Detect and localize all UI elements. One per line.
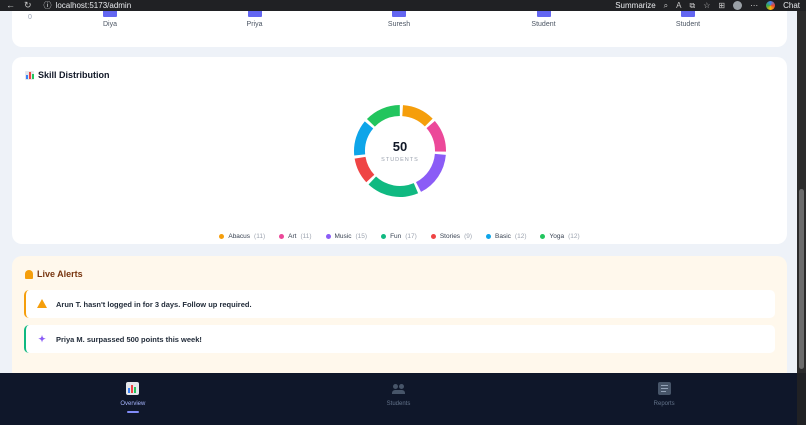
x-tick-label: Student xyxy=(675,21,701,28)
nav-item-reports[interactable]: Reports xyxy=(531,373,797,425)
legend-label: Abacus xyxy=(228,233,251,240)
x-tick-label: Priya xyxy=(246,21,263,28)
legend-item-stories: Stories (9) xyxy=(430,233,473,240)
url-text: localhost:5173/admin xyxy=(55,1,132,10)
legend-item-abacus: Abacus (11) xyxy=(219,233,265,240)
chart-icon xyxy=(126,382,140,395)
legend-item-art: Art (11) xyxy=(279,233,312,240)
copilot-icon[interactable] xyxy=(766,1,776,10)
skill-legend: Abacus (11) Art (11) Music (15) Fun (17) Stories… xyxy=(12,233,787,240)
chart-bar xyxy=(247,11,262,17)
legend-label: Basic xyxy=(495,233,511,240)
legend-label: Art xyxy=(288,233,297,240)
chart-bar xyxy=(536,11,551,17)
donut-segment-stories xyxy=(354,156,375,183)
donut-segment-fun xyxy=(368,176,419,197)
legend-dot xyxy=(381,234,387,239)
card-title-text: Skill Distribution xyxy=(38,70,110,80)
active-indicator xyxy=(126,411,139,413)
skill-distribution-title: Skill Distribution xyxy=(25,70,110,80)
legend-label: Music xyxy=(334,233,352,240)
more-icon[interactable]: ⋯ xyxy=(750,1,759,10)
student-points-card: 0 Diya Priya Suresh Student Student xyxy=(12,11,787,47)
legend-dot xyxy=(325,234,331,239)
profile-avatar[interactable] xyxy=(733,1,743,10)
refresh-icon[interactable]: ↻ xyxy=(24,0,32,10)
x-tick-label: Suresh xyxy=(387,21,411,28)
warning-icon xyxy=(36,298,48,310)
browser-toolbar: ← ↻ ⓘ localhost:5173/admin Summarize ⌕ A… xyxy=(0,0,806,11)
party-popper-icon: ✦ xyxy=(38,333,46,344)
donut-segment-art xyxy=(426,120,446,152)
document-icon xyxy=(657,382,671,395)
back-icon[interactable]: ← xyxy=(6,0,15,10)
legend-count: (12) xyxy=(568,233,580,240)
nav-item-overview[interactable]: Overview xyxy=(0,373,266,425)
scrollbar-thumb[interactable] xyxy=(799,189,804,369)
bell-icon xyxy=(25,269,33,279)
y-tick-zero: 0 xyxy=(28,14,32,21)
donut-center: 50 STUDENTS xyxy=(350,101,450,201)
alert-item[interactable]: ✦ Priya M. surpassed 500 points this wee… xyxy=(24,325,775,353)
live-alerts-card: Live Alerts Arun T. hasn't logged in for… xyxy=(12,256,787,373)
legend-label: Fun xyxy=(390,233,402,240)
bottom-navigation: Overview Students Reports xyxy=(0,373,797,425)
chart-bar xyxy=(103,11,117,17)
x-tick-label: Student xyxy=(531,21,556,28)
legend-count: (12) xyxy=(514,233,527,240)
window-edge xyxy=(797,373,806,425)
total-students-value: 50 xyxy=(392,139,408,154)
summarize-button[interactable]: Summarize xyxy=(615,1,656,10)
favorite-icon[interactable]: ☆ xyxy=(703,1,711,10)
page-scrollbar[interactable] xyxy=(797,11,806,373)
legend-item-music: Music (15) xyxy=(325,233,368,240)
legend-dot xyxy=(219,234,225,239)
legend-dot xyxy=(486,234,492,239)
page-viewport: 0 Diya Priya Suresh Student Student Skill Di… xyxy=(0,11,797,373)
zoom-icon[interactable]: ⌕ xyxy=(663,0,669,10)
bar-chart-icon xyxy=(25,70,34,80)
info-icon: ⓘ xyxy=(43,1,52,10)
chart-bar xyxy=(681,11,695,17)
alert-text: Arun T. hasn't logged in for 3 days. Fol… xyxy=(56,299,252,309)
live-alerts-title: Live Alerts xyxy=(25,269,83,279)
chart-bar xyxy=(392,11,406,17)
legend-count: (15) xyxy=(355,233,368,240)
skill-distribution-card: Skill Distribution 50 STUDENTS Abacus (11… xyxy=(12,57,787,244)
read-aloud-icon[interactable]: A xyxy=(676,1,682,10)
nav-label: Overview xyxy=(120,401,146,407)
nav-label: Students xyxy=(386,401,411,407)
extensions-icon[interactable]: ⧉ xyxy=(689,0,696,10)
legend-count: (17) xyxy=(405,233,417,240)
legend-count: (11) xyxy=(254,233,266,240)
skill-donut-chart xyxy=(354,105,446,197)
legend-item-basic: Basic (12) xyxy=(486,233,526,240)
legend-count: (11) xyxy=(300,233,312,240)
nav-item-students[interactable]: Students xyxy=(266,373,532,425)
legend-item-yoga: Yoga (12) xyxy=(540,233,580,240)
donut-segment-basic xyxy=(354,121,374,156)
legend-dot xyxy=(279,234,285,239)
address-bar[interactable]: ⓘ localhost:5173/admin xyxy=(44,0,132,11)
chat-button[interactable]: Chat xyxy=(783,1,800,10)
people-icon xyxy=(392,382,405,395)
legend-dot xyxy=(540,234,546,239)
alert-item[interactable]: Arun T. hasn't logged in for 3 days. Fol… xyxy=(24,290,775,318)
donut-segment-abacus xyxy=(402,105,433,127)
nav-label: Reports xyxy=(653,401,675,407)
donut-segment-yoga xyxy=(366,105,400,127)
legend-item-fun: Fun (17) xyxy=(381,233,417,240)
donut-segment-music xyxy=(415,153,446,192)
collections-icon[interactable]: ⊞ xyxy=(718,1,726,10)
legend-label: Stories xyxy=(439,233,461,240)
x-tick-label: Diya xyxy=(102,21,118,28)
alert-text: Priya M. surpassed 500 points this week! xyxy=(56,334,202,344)
total-students-caption: STUDENTS xyxy=(381,157,419,163)
legend-count: (9) xyxy=(464,233,473,240)
alerts-title-text: Live Alerts xyxy=(37,269,83,279)
legend-label: Yoga xyxy=(549,233,565,240)
legend-dot xyxy=(430,234,436,239)
